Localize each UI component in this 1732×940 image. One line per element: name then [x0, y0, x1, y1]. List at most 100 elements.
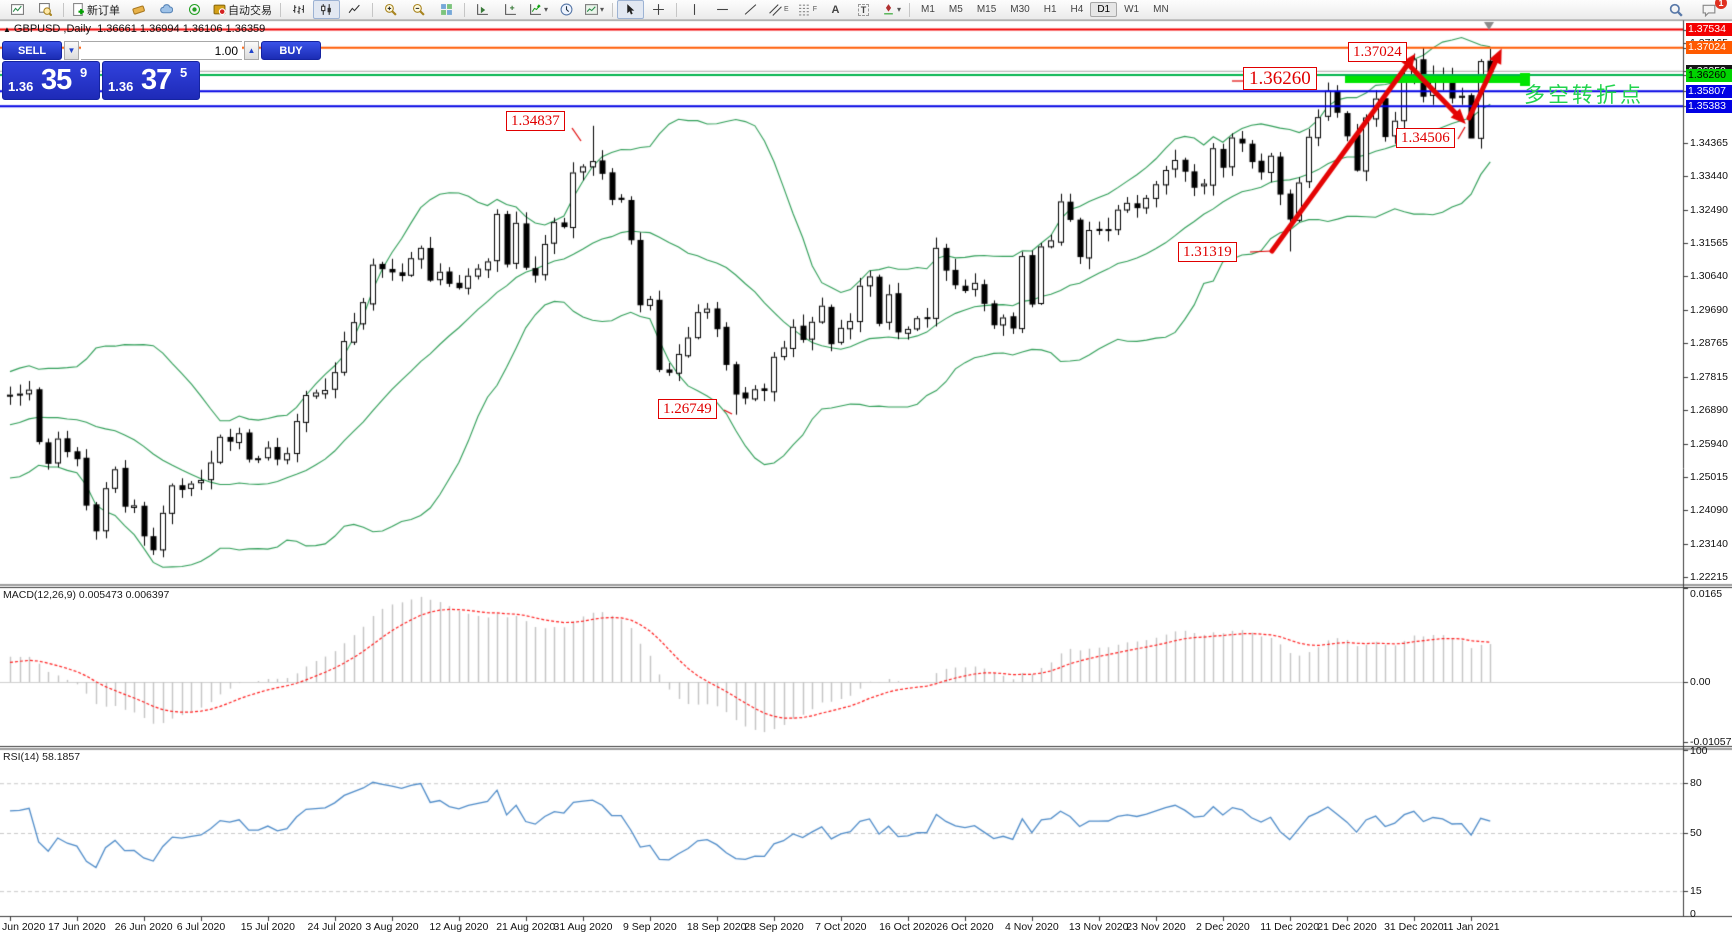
text-label-tool-button[interactable]: T: [850, 0, 877, 19]
line-chart-mode-button[interactable]: [341, 0, 368, 19]
autotrading-button[interactable]: 自动交易: [209, 0, 276, 19]
new-order-label: 新订单: [87, 4, 120, 17]
symbol-info-line: ▲ GBPUSD ,Daily 1.36661 1.36994 1.36106 1…: [3, 23, 265, 35]
rsi-pane-label: RSI(14) 58.1857: [3, 751, 80, 763]
zoom-out-button[interactable]: [405, 0, 432, 19]
timeframe-button-d1[interactable]: D1: [1090, 2, 1118, 17]
search-icon[interactable]: [1662, 0, 1689, 19]
timeframe-button-m15[interactable]: M15: [976, 4, 997, 15]
cursor-tool-button[interactable]: [617, 0, 645, 19]
autotrading-label: 自动交易: [228, 4, 272, 17]
arrows-tool-button[interactable]: ▾: [878, 0, 905, 19]
ask-price-sup: 5: [180, 65, 188, 80]
bar-chart-mode-button[interactable]: [285, 0, 312, 19]
x-axis-label: 11 Dec 2020: [1260, 921, 1320, 933]
crosshair-tool-button[interactable]: [645, 0, 672, 19]
turning-point-text[interactable]: 多空转折点: [1524, 83, 1644, 107]
price-badge: 1.35383: [1686, 99, 1732, 113]
new-chart-button[interactable]: [4, 0, 31, 19]
chart-shift-button[interactable]: [497, 0, 524, 19]
x-axis-label: 31 Dec 2020: [1384, 921, 1444, 933]
symbol-title: GBPUSD ,Daily: [13, 23, 91, 35]
y-axis-tick: 1.32490: [1690, 203, 1728, 216]
lot-increase-button[interactable]: ▲: [244, 41, 259, 60]
x-axis-label: 13 Nov 2020: [1068, 921, 1129, 933]
price-annotation-label[interactable]: 1.31319: [1178, 242, 1237, 262]
ask-quote-box[interactable]: 1.36 37 5: [102, 61, 200, 100]
price-annotation-label[interactable]: 1.34506: [1396, 128, 1455, 148]
candle-chart-mode-button[interactable]: [313, 0, 340, 19]
price-badge: 1.37534: [1686, 23, 1732, 36]
rsi-name: RSI(14): [3, 751, 40, 763]
price-annotation-label[interactable]: 1.26749: [658, 399, 717, 419]
auto-scroll-button[interactable]: [469, 0, 496, 19]
symbol-ohlc: 1.36661 1.36994 1.36106 1.36359: [97, 23, 266, 35]
trendline-tool-button[interactable]: [737, 0, 764, 19]
bid-price-big: 35: [41, 64, 72, 96]
horizontal-line-tool-button[interactable]: [709, 0, 736, 19]
x-axis-label: 7 Oct 2020: [815, 921, 867, 933]
timeframe-button-m5[interactable]: M5: [948, 4, 963, 15]
lot-size-input[interactable]: [81, 41, 242, 60]
templates-button[interactable]: ▾: [581, 0, 608, 19]
toolbar-separator: [464, 2, 465, 17]
macd-axis-tick: 0.00: [1690, 676, 1711, 688]
timeframe-group: M1 M5 M15 M30 H1 H4 D1 W1 MN: [914, 2, 1176, 17]
toolbar-separator: [612, 2, 614, 17]
timeframe-button-m30[interactable]: M30: [1010, 4, 1030, 15]
zoom-in-button[interactable]: [377, 0, 404, 19]
lot-decrease-button[interactable]: ▼: [64, 41, 79, 60]
x-axis-label: 23 Nov 2020: [1126, 921, 1186, 933]
dropdown-caret-icon: ▾: [896, 5, 901, 14]
fibo-letter: F: [812, 6, 817, 13]
bid-quote-box[interactable]: 1.36 35 9: [2, 61, 100, 100]
notifications-icon[interactable]: 1: [1695, 0, 1727, 19]
community-button[interactable]: [153, 0, 180, 19]
x-axis-label: 3 Aug 2020: [365, 921, 419, 933]
price-annotation-label[interactable]: 1.36260: [1243, 67, 1317, 90]
symbol-arrow-icon: ▲: [3, 25, 11, 34]
x-axis-label: 18 Sep 2020: [686, 921, 747, 933]
channel-tool-button[interactable]: E: [765, 0, 793, 19]
price-annotation-label[interactable]: 1.37024: [1348, 42, 1407, 62]
timeframe-button-mn[interactable]: MN: [1153, 4, 1169, 15]
chart-profiles-button[interactable]: [32, 0, 59, 19]
x-axis-label: 6 Jul 2020: [176, 921, 226, 933]
x-axis-label: 15 Jul 2020: [240, 921, 295, 933]
timeframe-button-m1[interactable]: M1: [921, 4, 935, 15]
timeframe-button-h4[interactable]: H4: [1070, 4, 1084, 15]
period-button[interactable]: [553, 0, 580, 19]
y-axis-tick: 1.29690: [1690, 303, 1728, 316]
x-axis-label: 21 Aug 2020: [496, 921, 556, 933]
eraser-button[interactable]: [125, 0, 152, 19]
toolbar-separator: [909, 2, 910, 17]
dropdown-caret-icon: ▾: [544, 5, 549, 14]
new-order-button[interactable]: 新订单: [68, 0, 124, 19]
indicators-button[interactable]: ▾: [525, 0, 552, 19]
price-annotation-label[interactable]: 1.34837: [506, 111, 565, 131]
notification-badge: 1: [1715, 0, 1727, 9]
vertical-line-tool-button[interactable]: [681, 0, 708, 19]
timeframe-button-w1[interactable]: W1: [1124, 4, 1140, 15]
x-axis-label: 21 Dec 2020: [1317, 921, 1377, 933]
x-axis-label: 16 Oct 2020: [879, 921, 937, 933]
tile-windows-button[interactable]: [433, 0, 460, 19]
y-axis-tick: 1.34365: [1690, 136, 1728, 149]
rsi-axis-tick: 15: [1690, 885, 1702, 898]
x-axis-label: 26 Jun 2020: [114, 921, 173, 933]
signals-button[interactable]: [181, 0, 208, 19]
x-axis-label: 17 Jun 2020: [47, 921, 106, 933]
buy-button[interactable]: BUY: [261, 41, 321, 60]
sell-button[interactable]: SELL: [2, 41, 62, 60]
y-axis-tick: 1.22215: [1690, 570, 1728, 583]
fibonacci-tool-button[interactable]: F: [794, 0, 821, 19]
timeframe-button-h1[interactable]: H1: [1043, 4, 1057, 15]
rsi-axis-tick: 100: [1690, 745, 1708, 757]
text-tool-button[interactable]: A: [831, 3, 840, 16]
price-badge: 1.37024: [1686, 41, 1732, 55]
toolbar-separator: [63, 2, 64, 17]
macd-pane-label: MACD(12,26,9) 0.005473 0.006397: [3, 589, 169, 601]
rsi-value: 58.1857: [42, 751, 81, 763]
